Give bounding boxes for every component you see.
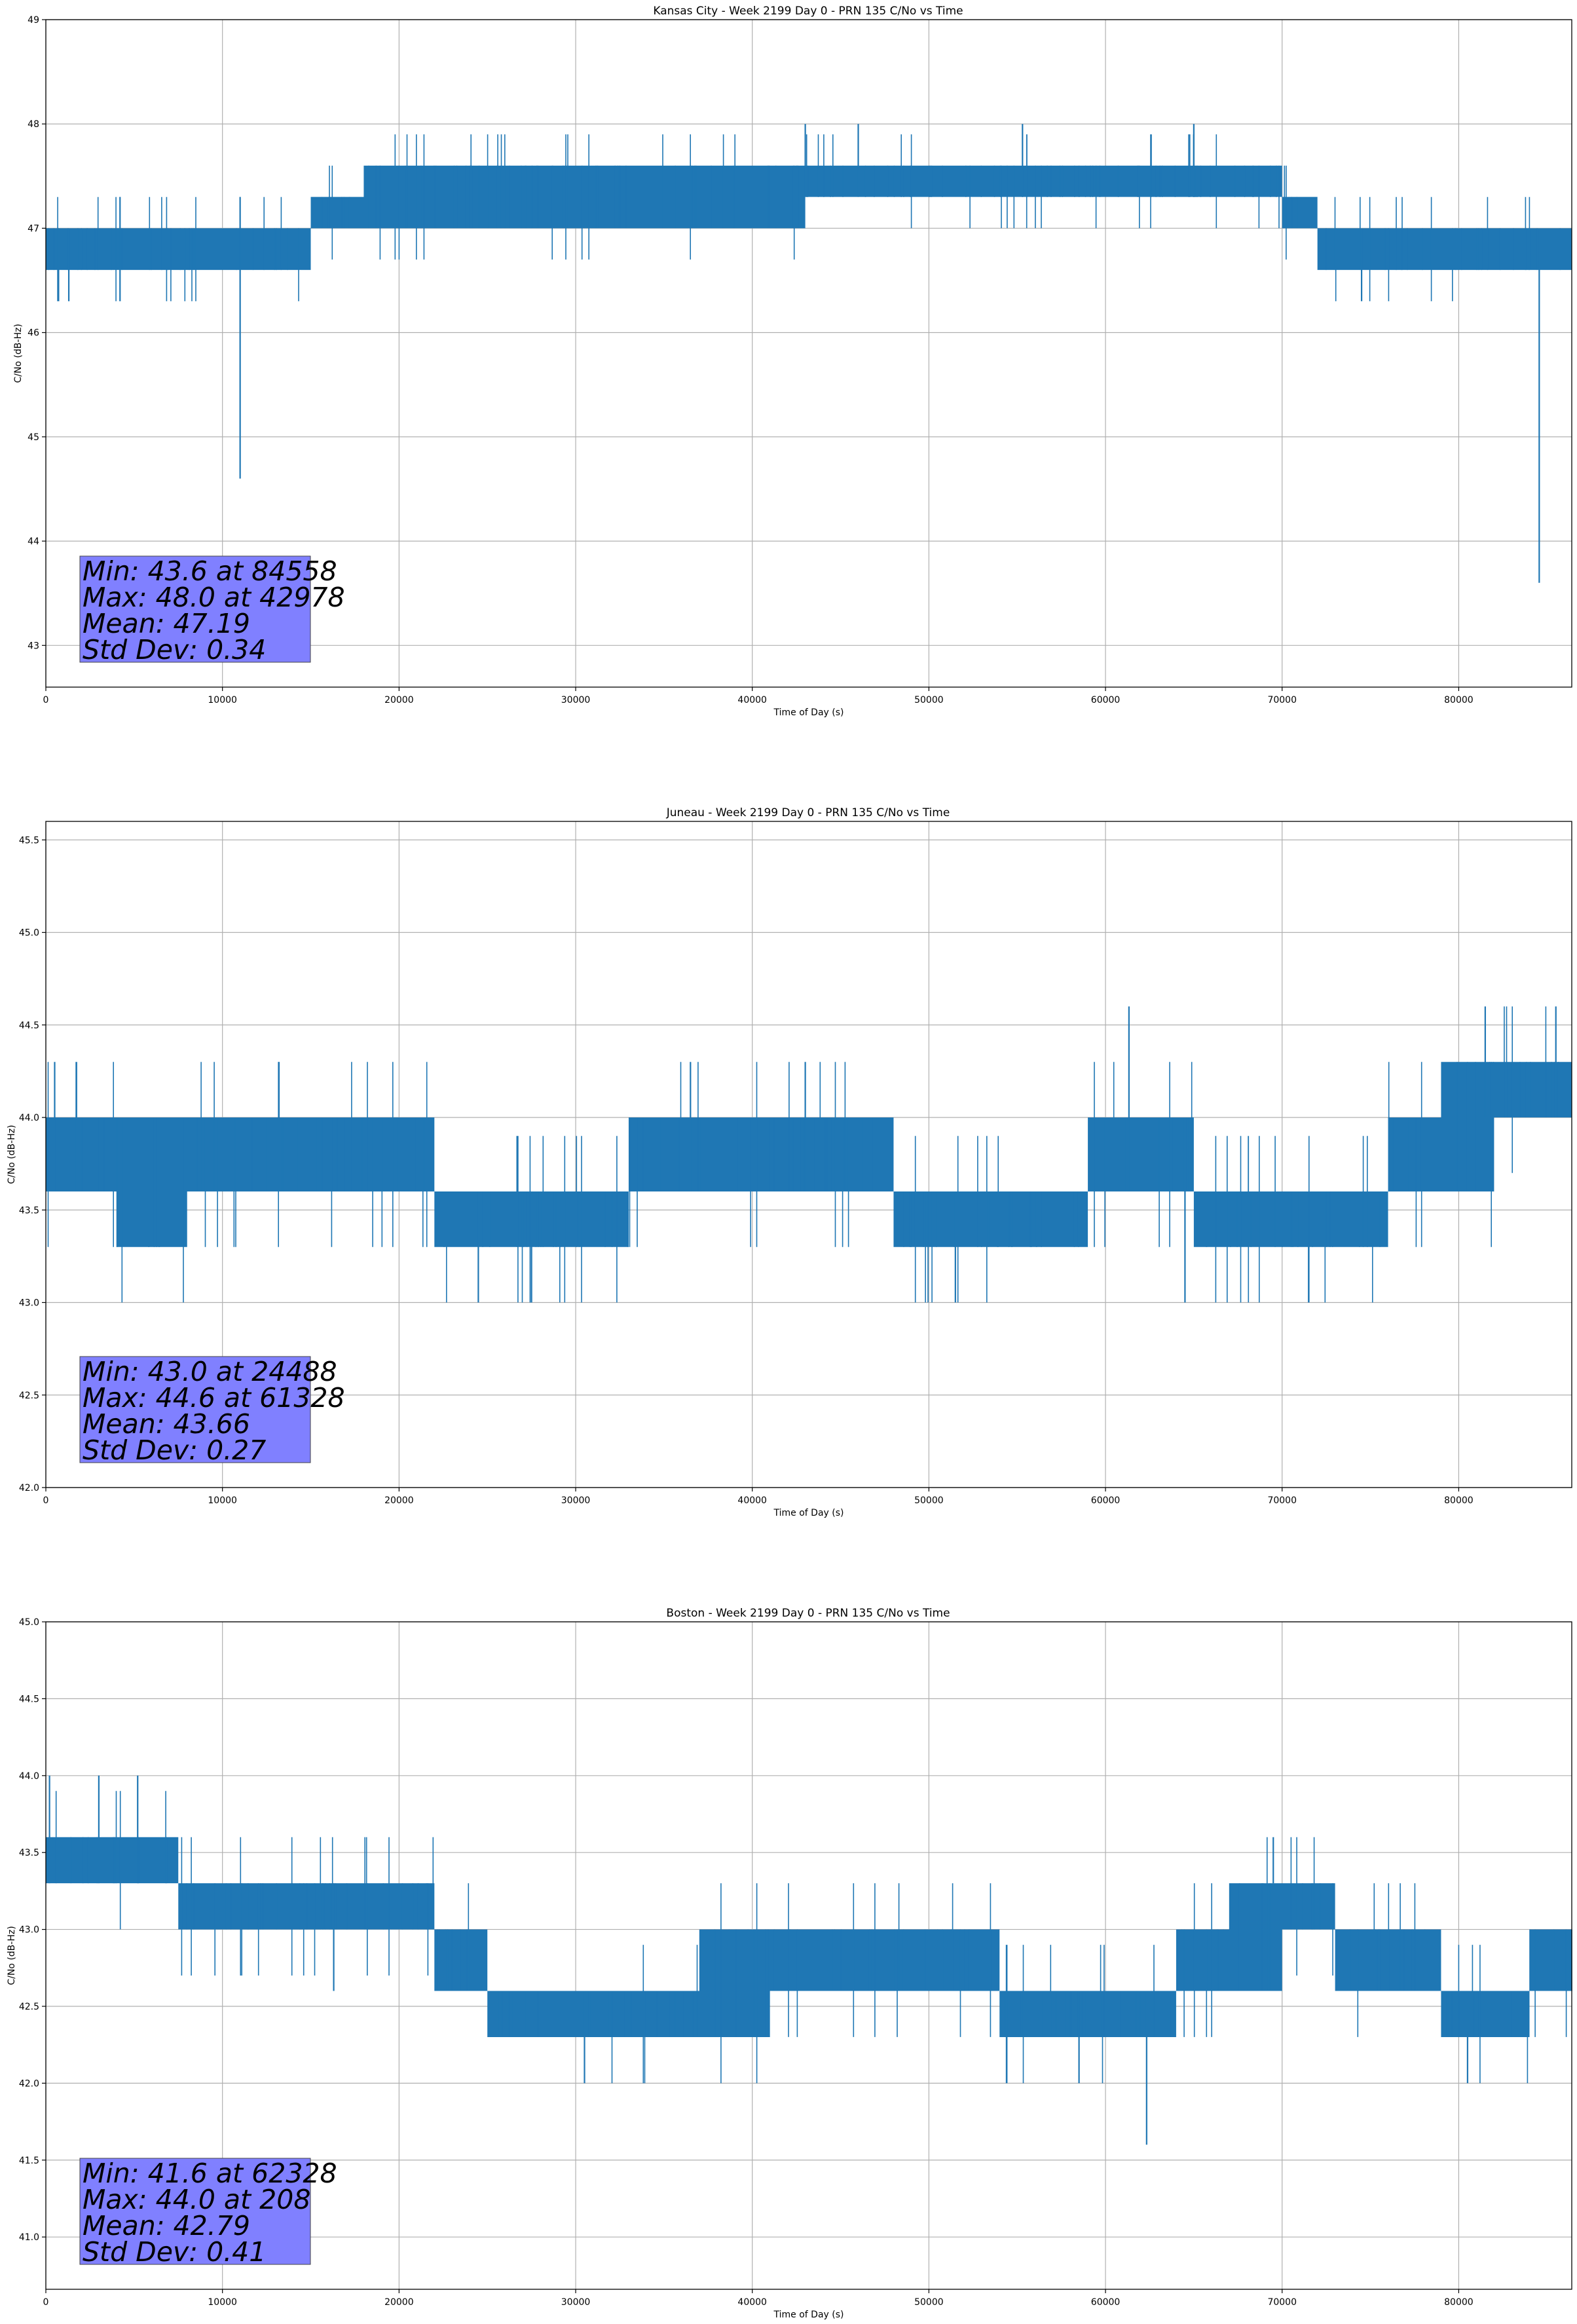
x-tick-label: 20000 [384,1495,414,1506]
stats-mean: Mean: 43.66 [83,1408,250,1440]
stats-min: Min: 41.6 at 62328 [83,2158,337,2189]
x-tick-label: 10000 [208,695,237,705]
plot-frame [45,19,1572,688]
x-tick-label: 30000 [561,1495,591,1506]
x-tick-label: 30000 [561,695,591,705]
stats-min: Min: 43.6 at 84558 [83,555,337,587]
y-tick-label: 41.5 [19,2156,39,2166]
x-tick-label: 50000 [914,2297,944,2308]
x-tick-label: 80000 [1444,2297,1474,2308]
y-tick-labels: 43 44 45 46 47 48 49 [28,15,46,651]
y-tick-label: 44.0 [19,1113,39,1123]
stats-min: Min: 43.0 at 24488 [83,1356,337,1387]
series-noise [48,134,1561,301]
x-tick-label: 50000 [914,695,944,705]
stats-max: Max: 44.0 at 208 [83,2184,310,2215]
y-tick-label: 42.5 [19,1391,39,1401]
x-tick-label: 0 [43,1495,49,1506]
series-area [46,124,1572,583]
chart-title: Juneau - Week 2199 Day 0 - PRN 135 C/No … [666,806,950,819]
series-area [46,1775,1572,2145]
y-tick-label: 45.0 [19,928,39,939]
y-tick-label: 48 [28,119,39,130]
series-area [46,1006,1572,1303]
x-tick-label: 70000 [1267,1495,1297,1506]
stats-box-background [79,1356,311,1463]
plot-frame [45,1621,1572,2290]
y-tick-label: 43 [28,641,39,651]
y-tick-label: 43.0 [19,1298,39,1309]
stats-max: Max: 48.0 at 42978 [83,582,345,613]
y-axis-label: C/No (dB-Hz) [13,324,24,383]
stats-mean: Mean: 42.79 [83,2210,250,2241]
y-tick-label: 45.5 [19,835,39,846]
stats-std-dev: Std Dev: 0.41 [83,2236,266,2268]
x-tick-label: 10000 [208,2297,237,2308]
x-tick-label: 70000 [1267,2297,1297,2308]
x-tick-label: 20000 [384,695,414,705]
y-axis-label: C/No (dB-Hz) [7,1125,17,1184]
stats-max: Max: 44.6 at 61328 [83,1382,345,1414]
chart-panel-boston: Boston - Week 2199 Day 0 - PRN 135 C/No … [7,1607,1572,2320]
x-tick-label: 10000 [208,1495,237,1506]
series-band [46,1837,1572,2037]
plot-frame [45,821,1572,1488]
x-tick-label: 20000 [384,2297,414,2308]
chart-panel-kansas-city: Kansas City - Week 2199 Day 0 - PRN 135 … [13,5,1572,718]
x-axis-label: Time of Day (s) [773,1508,844,1518]
y-tick-labels: 41.0 41.5 42.0 42.5 43.0 43.5 44.0 44.5 45.0 [19,1617,46,2243]
y-tick-label: 44.0 [19,1771,39,1782]
x-tick-label: 40000 [737,695,767,705]
y-tick-label: 45 [28,432,39,443]
x-axis-label: Time of Day (s) [773,707,844,718]
x-tick-label: 0 [43,695,49,705]
x-tick-label: 70000 [1267,695,1297,705]
stats-box-background [79,2158,311,2265]
x-tick-label: 40000 [737,1495,767,1506]
y-axis-label: C/No (dB-Hz) [7,1926,17,1985]
y-tick-label: 47 [28,223,39,234]
x-tick-label: 80000 [1444,695,1474,705]
y-tick-label: 44.5 [19,1021,39,1031]
stats-std-dev: Std Dev: 0.34 [83,634,266,665]
y-tick-label: 49 [28,15,39,26]
y-tick-label: 42.0 [19,2078,39,2089]
y-tick-label: 46 [28,328,39,339]
x-tick-label: 60000 [1091,1495,1121,1506]
chart-panel-juneau: Juneau - Week 2199 Day 0 - PRN 135 C/No … [7,806,1572,1518]
x-tick-labels: 0 10000 20000 30000 40000 50000 60000 70000 8000… [43,687,1474,705]
x-tick-labels: 0 10000 20000 30000 40000 50000 60000 70000 8000… [43,1488,1474,1506]
x-tick-label: 60000 [1091,2297,1121,2308]
y-tick-label: 43.0 [19,1925,39,1936]
x-tick-label: 30000 [561,2297,591,2308]
x-tick-label: 40000 [737,2297,767,2308]
stats-mean: Mean: 47.19 [83,608,250,639]
x-tick-label: 80000 [1444,1495,1474,1506]
x-tick-label: 0 [43,2297,49,2308]
y-tick-label: 45.0 [19,1617,39,1628]
x-axis-label: Time of Day (s) [773,2310,844,2320]
y-tick-label: 42.5 [19,2002,39,2012]
series-noise [47,1006,1559,1303]
y-tick-label: 43.5 [19,1848,39,1858]
x-tick-label: 50000 [914,1495,944,1506]
stats-box: Min: 41.6 at 62328 Max: 44.0 at 208 Mean… [79,2158,337,2268]
y-tick-label: 41.0 [19,2232,39,2243]
stats-box: Min: 43.0 at 24488 Max: 44.6 at 61328 Me… [79,1356,345,1466]
series-band [46,1062,1572,1247]
chart-title: Boston - Week 2199 Day 0 - PRN 135 C/No … [666,1607,950,1620]
stats-box: Min: 43.6 at 84558 Max: 48.0 at 42978 Me… [79,555,345,665]
y-tick-label: 44.5 [19,1694,39,1704]
series-noise [55,1791,1572,2084]
y-tick-label: 43.5 [19,1205,39,1216]
y-tick-labels: 42.0 42.5 43.0 43.5 44.0 44.5 45.0 45.5 [19,835,46,1493]
stats-box-background [79,555,311,663]
x-tick-labels: 0 10000 20000 30000 40000 50000 60000 70000 8000… [43,2289,1474,2308]
chart-title: Kansas City - Week 2199 Day 0 - PRN 135 … [653,5,963,18]
y-tick-label: 44 [28,536,39,547]
y-tick-label: 42.0 [19,1483,39,1493]
stats-std-dev: Std Dev: 0.27 [83,1434,266,1466]
x-tick-label: 60000 [1091,695,1121,705]
